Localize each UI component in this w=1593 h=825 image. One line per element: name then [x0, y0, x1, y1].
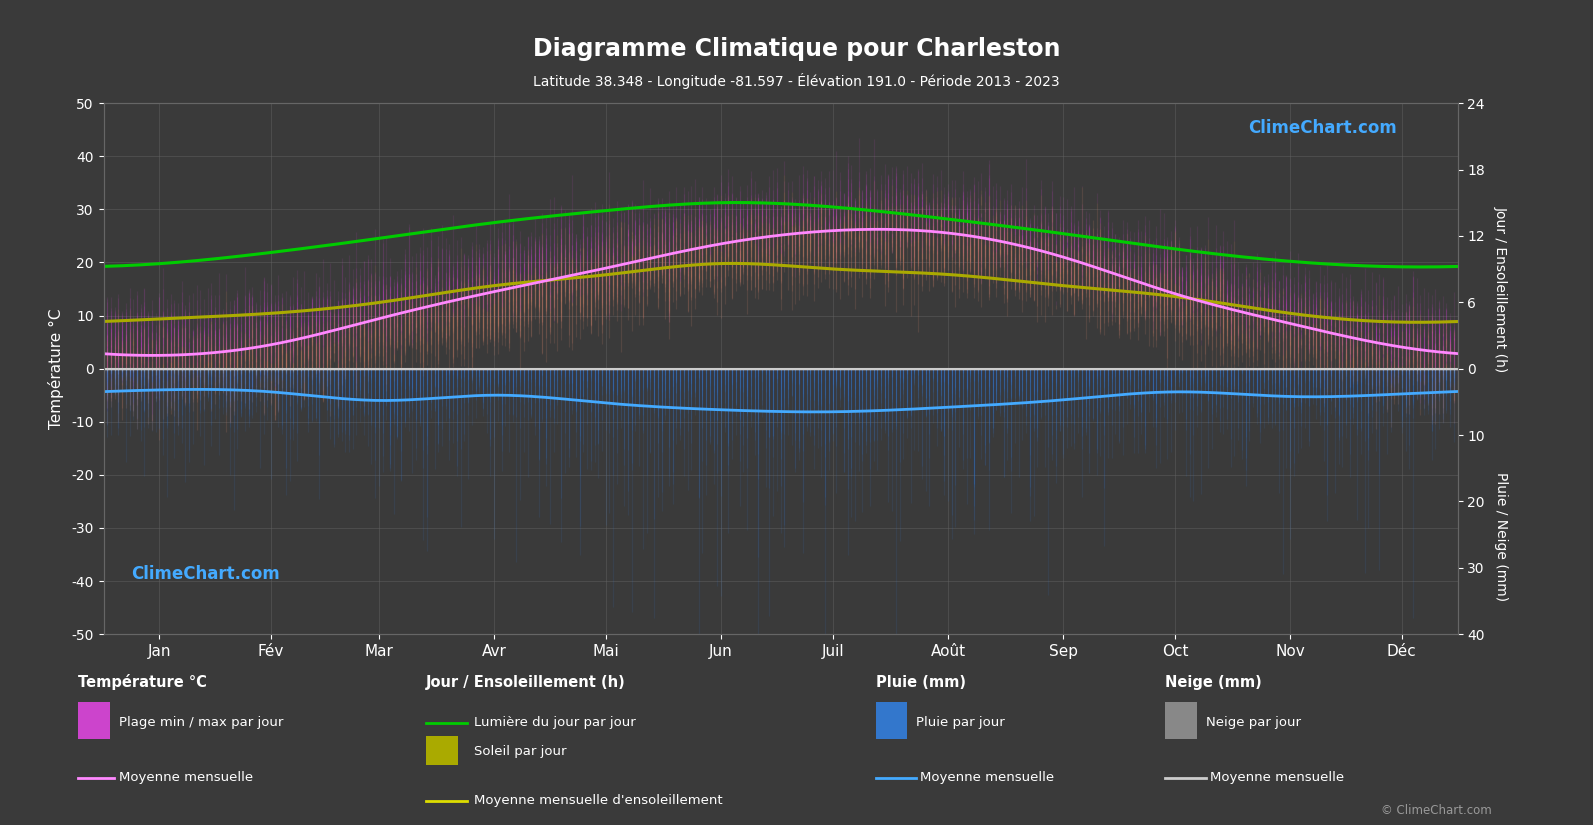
Text: Jour / Ensoleillement (h): Jour / Ensoleillement (h) — [427, 675, 626, 690]
Y-axis label: Température °C: Température °C — [48, 309, 64, 429]
Bar — [427, 736, 459, 765]
Bar — [1166, 703, 1198, 738]
Text: © ClimeChart.com: © ClimeChart.com — [1381, 804, 1491, 817]
Text: Moyenne mensuelle: Moyenne mensuelle — [921, 771, 1055, 784]
Text: Température °C: Température °C — [78, 673, 207, 690]
Text: ClimeChart.com: ClimeChart.com — [131, 565, 279, 583]
Text: Neige (mm): Neige (mm) — [1166, 675, 1262, 690]
Text: Lumière du jour par jour: Lumière du jour par jour — [475, 716, 636, 729]
Bar — [876, 703, 908, 738]
Text: Plage min / max par jour: Plage min / max par jour — [119, 716, 284, 729]
Text: Soleil par jour: Soleil par jour — [475, 745, 567, 758]
Text: Moyenne mensuelle: Moyenne mensuelle — [1211, 771, 1344, 784]
Text: Latitude 38.348 - Longitude -81.597 - Élévation 191.0 - Période 2013 - 2023: Latitude 38.348 - Longitude -81.597 - Él… — [534, 73, 1059, 88]
Text: Diagramme Climatique pour Charleston: Diagramme Climatique pour Charleston — [532, 37, 1061, 61]
Text: Pluie (mm): Pluie (mm) — [876, 675, 965, 690]
Text: ClimeChart.com: ClimeChart.com — [1247, 119, 1397, 137]
Text: Pluie / Neige (mm): Pluie / Neige (mm) — [1494, 472, 1507, 601]
Bar — [78, 703, 110, 738]
Text: Jour / Ensoleillement (h): Jour / Ensoleillement (h) — [1494, 205, 1507, 372]
Text: Pluie par jour: Pluie par jour — [916, 716, 1005, 729]
Text: Moyenne mensuelle d'ensoleillement: Moyenne mensuelle d'ensoleillement — [475, 794, 723, 807]
Text: Moyenne mensuelle: Moyenne mensuelle — [119, 771, 253, 784]
Text: Neige par jour: Neige par jour — [1206, 716, 1301, 729]
